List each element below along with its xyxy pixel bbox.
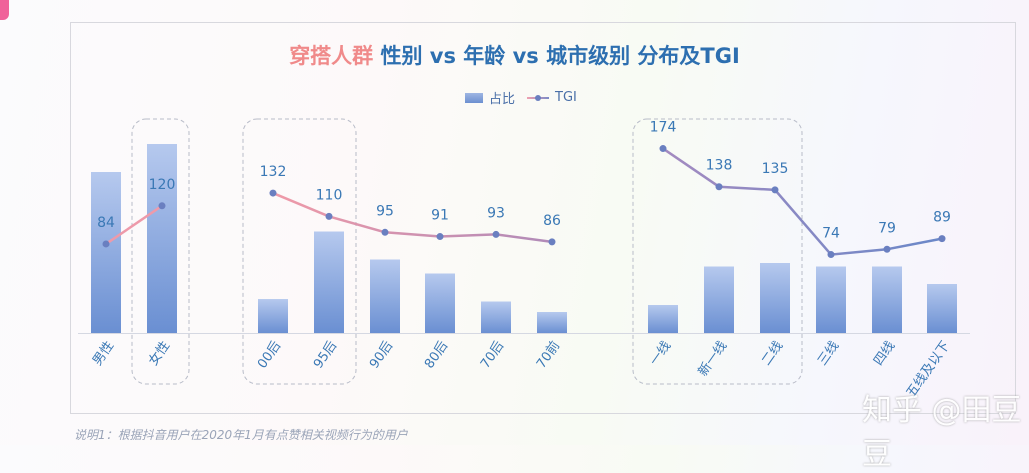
- bar-70前: [537, 312, 567, 333]
- chart-title: 穿搭人群 性别 vs 年龄 vs 城市级别 分布及TGI: [0, 40, 1029, 70]
- tgi-line: [105, 204, 163, 245]
- watermark: 知乎 @田豆豆: [862, 393, 1022, 472]
- tgi-point: [492, 230, 500, 238]
- bar-男性: [91, 172, 121, 333]
- bar-95后: [314, 231, 344, 333]
- highlight-box: [131, 118, 190, 385]
- x-tick-label: 95后: [311, 339, 340, 372]
- tgi-point: [771, 186, 779, 194]
- highlight-box: [632, 118, 803, 385]
- tgi-point: [883, 245, 891, 253]
- tgi-label: 89: [933, 210, 951, 226]
- tgi-label: 110: [316, 187, 343, 203]
- tgi-label: 74: [822, 226, 840, 242]
- title-rest: 性别 vs 年龄 vs 城市级别 分布及TGI: [373, 44, 740, 68]
- x-tick-label: 一线: [647, 339, 674, 369]
- bar-新一线: [704, 266, 734, 333]
- tgi-label: 135: [762, 161, 789, 177]
- tgi-point: [827, 251, 835, 259]
- legend-line-label: TGI: [555, 90, 577, 105]
- tgi-point: [436, 233, 444, 241]
- chart-plot: 84 120 132 110 95 91 93 86 174 138 135 74 79 89 男性 女性 00…: [78, 118, 970, 401]
- legend-bar-swatch: [465, 92, 483, 103]
- tgi-label: 120: [149, 177, 176, 193]
- bar-五线及以下: [927, 284, 957, 333]
- x-tick-label: 70后: [478, 339, 507, 372]
- x-tick-label: 二线: [759, 339, 786, 369]
- bar-一线: [648, 305, 678, 333]
- x-tick-label: 男性: [90, 339, 117, 369]
- tgi-point: [102, 240, 110, 248]
- bar-00后: [258, 299, 288, 333]
- corner-tab: [0, 0, 9, 20]
- bar-90后: [370, 259, 400, 333]
- footnote: 说明1：根据抖音用户在2020年1月有点赞相关视频行为的用户: [74, 428, 408, 442]
- tgi-point: [381, 228, 389, 236]
- tgi-point: [269, 189, 277, 197]
- x-tick-label: 90后: [367, 339, 396, 372]
- tgi-label: 174: [650, 120, 677, 136]
- tgi-label: 95: [376, 203, 394, 219]
- x-tick-label: 四线: [871, 339, 898, 369]
- bar-女性: [147, 144, 177, 333]
- tgi-label: 91: [431, 208, 449, 224]
- tgi-label: 84: [97, 215, 115, 231]
- x-tick-label: 70前: [533, 338, 563, 371]
- legend-bar-label: 占比: [489, 92, 516, 107]
- bar-四线: [872, 266, 902, 333]
- title-highlight: 穿搭人群: [289, 44, 374, 68]
- bar-80后: [425, 273, 455, 333]
- tgi-line: [272, 191, 553, 244]
- tgi-point: [158, 202, 166, 210]
- tgi-line: [662, 147, 943, 256]
- chart-frame: [70, 22, 1016, 414]
- tgi-point: [548, 238, 556, 246]
- legend-line-swatch: [527, 94, 550, 101]
- tgi-label: 79: [878, 220, 896, 236]
- tgi-point: [938, 235, 946, 243]
- legend: 占比 TGI: [465, 88, 577, 107]
- tgi-label: 132: [260, 164, 287, 180]
- tgi-label: 93: [487, 205, 505, 221]
- tgi-point: [659, 145, 667, 153]
- highlight-box: [242, 118, 357, 385]
- bar-70后: [481, 301, 511, 333]
- x-tick-label: 新一线: [695, 338, 730, 379]
- bar-二线: [760, 263, 790, 333]
- x-tick-label: 80后: [422, 339, 451, 372]
- bar-三线: [816, 266, 846, 333]
- x-tick-label: 三线: [815, 339, 842, 369]
- x-tick-label: 女性: [145, 338, 173, 368]
- tgi-point: [325, 212, 333, 220]
- x-tick-label: 00后: [255, 339, 284, 372]
- tgi-point: [715, 183, 723, 191]
- tgi-label: 86: [543, 213, 561, 229]
- tgi-label: 138: [706, 158, 733, 174]
